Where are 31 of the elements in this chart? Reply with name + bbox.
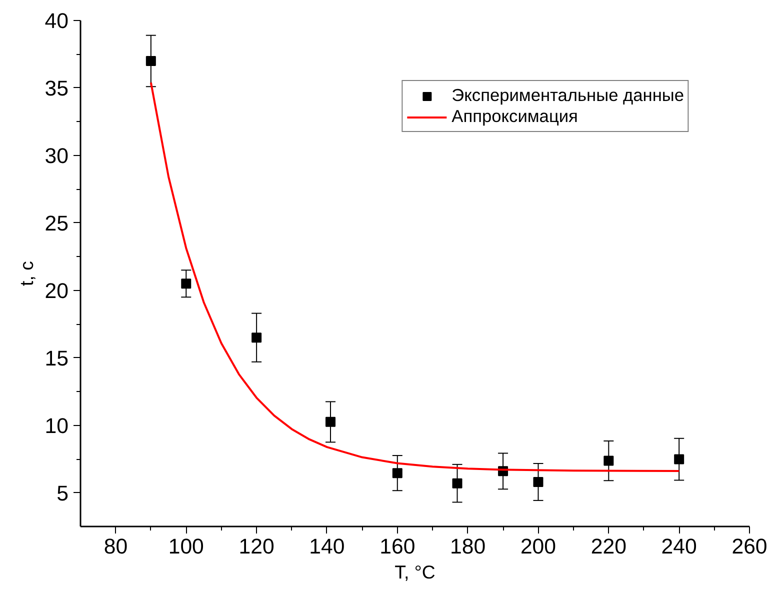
x-tick-label: 140: [309, 534, 345, 558]
x-tick-label: 260: [732, 534, 768, 558]
legend-label: Аппроксимация: [452, 106, 578, 127]
y-tick-label: 5: [56, 481, 69, 506]
point: [181, 278, 192, 289]
point: [674, 454, 684, 464]
x-tick-label: 80: [104, 534, 128, 558]
point: [146, 56, 156, 66]
x-axis-title: T, °C: [394, 562, 436, 582]
x-tick-label: 180: [450, 534, 486, 558]
point: [325, 416, 336, 427]
x-tick-label: 240: [661, 534, 698, 558]
point: [533, 476, 544, 487]
x-tick-label: 100: [168, 534, 204, 558]
y-tick-label: 15: [44, 346, 69, 370]
point: [252, 332, 262, 343]
x-tick-label: 220: [590, 534, 627, 558]
point: [392, 468, 402, 478]
y-tick-label: 35: [44, 76, 69, 100]
legend-label: Экспериментальные данные: [452, 85, 684, 106]
x-tick-label: 200: [520, 534, 556, 558]
y-tick-label: 25: [44, 211, 69, 236]
x-tick-label: 120: [238, 534, 274, 558]
point: [452, 478, 462, 488]
y-tick-label: 40: [44, 9, 69, 33]
y-tick-label: 10: [44, 414, 69, 438]
point: [604, 456, 614, 466]
y-axis-title: t, c: [16, 261, 37, 286]
y-tick-label: 30: [44, 144, 69, 168]
y-tick-label: 20: [44, 278, 69, 303]
x-tick-label: 160: [380, 534, 416, 558]
